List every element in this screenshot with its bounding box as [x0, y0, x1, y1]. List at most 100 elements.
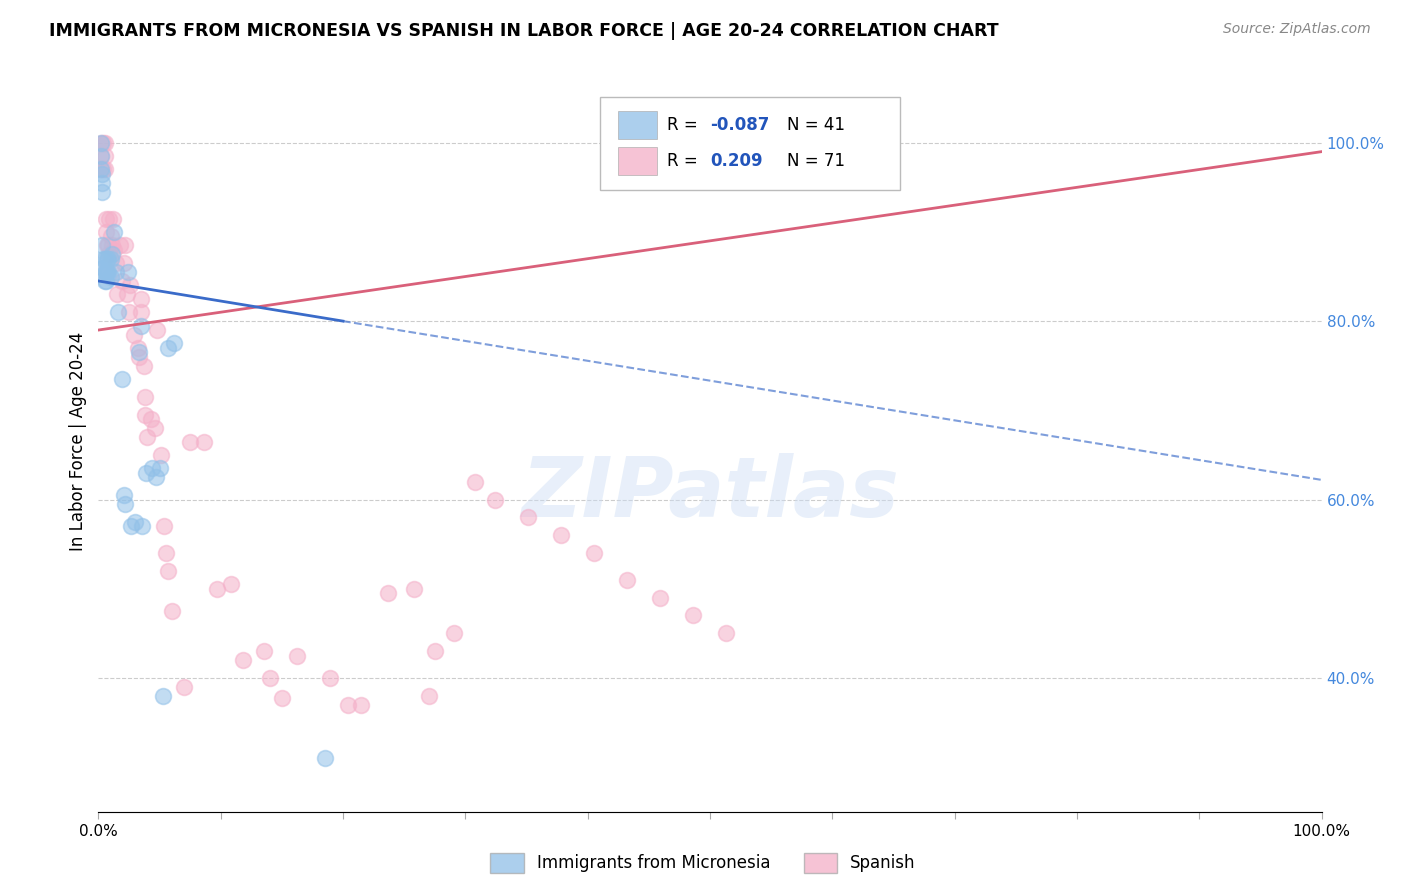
Point [377, 586, 399, 600]
Point [100, 252, 122, 266]
Point [443, 626, 465, 640]
Point [104, 256, 127, 270]
Point [117, 265, 139, 279]
Point [112, 488, 135, 502]
Point [550, 528, 572, 542]
Point [219, 577, 242, 591]
Point [93, 162, 115, 177]
Point [100, 269, 122, 284]
Point [90, 149, 112, 163]
Point [135, 466, 157, 480]
Bar [619, 147, 658, 175]
Text: R =: R = [668, 152, 703, 170]
Point [96, 238, 118, 252]
Point [516, 510, 538, 524]
Point [98, 211, 121, 226]
Point [582, 546, 605, 560]
Point [270, 690, 294, 705]
Point [259, 671, 281, 685]
Point [91, 238, 114, 252]
Point [232, 653, 254, 667]
Point [128, 345, 150, 359]
Point [114, 497, 136, 511]
Point [163, 336, 186, 351]
Point [120, 278, 142, 293]
Point [96, 265, 118, 279]
Point [94, 225, 117, 239]
Point [91, 176, 114, 190]
Text: Source: ZipAtlas.com: Source: ZipAtlas.com [1223, 22, 1371, 37]
Point [90, 162, 112, 177]
Point [179, 434, 201, 449]
Point [128, 350, 150, 364]
Point [111, 372, 134, 386]
Text: N = 41: N = 41 [787, 117, 845, 135]
Bar [619, 112, 658, 139]
Y-axis label: In Labor Force | Age 20-24: In Labor Force | Age 20-24 [69, 332, 87, 551]
Point [129, 305, 152, 319]
Point [90, 149, 112, 163]
Point [139, 412, 162, 426]
Point [160, 604, 183, 618]
Point [134, 390, 156, 404]
Point [418, 689, 440, 703]
Point [91, 136, 114, 150]
Point [423, 644, 446, 658]
Text: 0.209: 0.209 [710, 152, 762, 170]
Point [96, 252, 118, 266]
Point [205, 582, 228, 596]
Point [141, 461, 163, 475]
Text: ZIPatlas: ZIPatlas [522, 453, 898, 534]
Point [90, 162, 112, 177]
Point [155, 546, 177, 560]
Point [91, 260, 114, 275]
Point [101, 238, 124, 252]
Point [350, 698, 373, 712]
Point [93, 274, 115, 288]
Point [103, 243, 125, 257]
Point [105, 287, 128, 301]
Point [90, 136, 112, 150]
Point [143, 421, 166, 435]
Point [131, 519, 153, 533]
Point [252, 644, 274, 658]
Point [114, 238, 136, 252]
Point [94, 274, 117, 288]
Text: -0.087: -0.087 [710, 117, 769, 135]
Point [91, 252, 114, 266]
Point [97, 265, 120, 279]
Text: N = 71: N = 71 [787, 152, 845, 170]
Point [145, 470, 167, 484]
Point [152, 689, 174, 703]
Point [91, 185, 114, 199]
Point [132, 359, 155, 373]
Point [90, 136, 112, 150]
Point [153, 519, 176, 533]
Point [94, 265, 117, 279]
Point [101, 247, 124, 261]
Point [93, 149, 115, 163]
Point [120, 519, 142, 533]
FancyBboxPatch shape [600, 97, 900, 190]
Legend: Immigrants from Micronesia, Spanish: Immigrants from Micronesia, Spanish [484, 847, 922, 880]
Point [129, 318, 152, 333]
Point [97, 252, 120, 266]
Point [484, 492, 506, 507]
Point [193, 434, 215, 449]
Point [402, 582, 425, 596]
Point [714, 626, 737, 640]
Point [93, 265, 115, 279]
Point [100, 229, 122, 244]
Point [134, 408, 156, 422]
Point [93, 252, 115, 266]
Point [115, 287, 138, 301]
Point [314, 751, 336, 765]
Point [318, 671, 340, 685]
Point [127, 341, 149, 355]
Point [157, 341, 180, 355]
Point [104, 265, 127, 279]
Point [146, 323, 169, 337]
Point [118, 305, 141, 319]
Point [94, 211, 117, 226]
Point [93, 136, 115, 150]
